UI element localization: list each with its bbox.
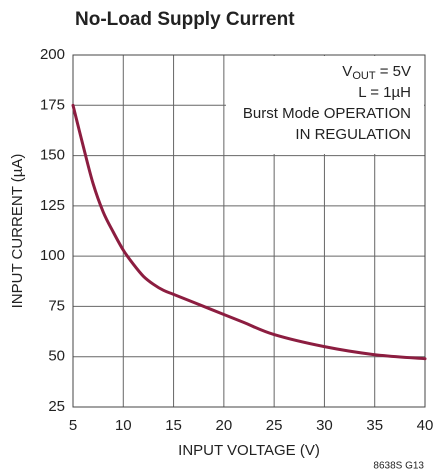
y-tick-label: 25 [48,398,65,415]
annotation: L = 1µH [358,84,411,101]
annotation-part: = 5V [376,63,411,80]
x-tick-label: 25 [266,417,283,434]
y-tick-label: 125 [40,197,65,214]
x-tick-label: 20 [216,417,233,434]
y-tick-label: 150 [40,147,65,164]
y-tick-label: 200 [40,46,65,63]
chart-title: No-Load Supply Current [75,9,295,30]
x-axis-label: INPUT VOLTAGE (V) [178,442,320,459]
annotation-part: OUT [352,70,376,82]
x-tick-label: 10 [115,417,132,434]
y-axis-label: INPUT CURRENT (µA) [9,154,26,309]
x-tick-label: 5 [69,417,77,434]
plot-frame [72,54,426,408]
annotation: Burst Mode OPERATION [243,105,411,122]
y-tick-label: 100 [40,247,65,264]
annotation-part: V [342,63,352,80]
data-line [71,103,427,361]
x-tick-label: 40 [417,417,434,434]
y-tick-label: 175 [40,96,65,113]
annotation-box [226,56,424,154]
x-tick-label: 30 [316,417,333,434]
annotation: VOUT = 5V [342,63,411,82]
y-tick-label: 50 [48,348,65,365]
y-tick-label: 75 [48,297,65,314]
footnote: 8638S G13 [373,461,424,472]
annotation: IN REGULATION [295,126,411,143]
x-tick-label: 15 [165,417,182,434]
x-tick-label: 35 [366,417,383,434]
